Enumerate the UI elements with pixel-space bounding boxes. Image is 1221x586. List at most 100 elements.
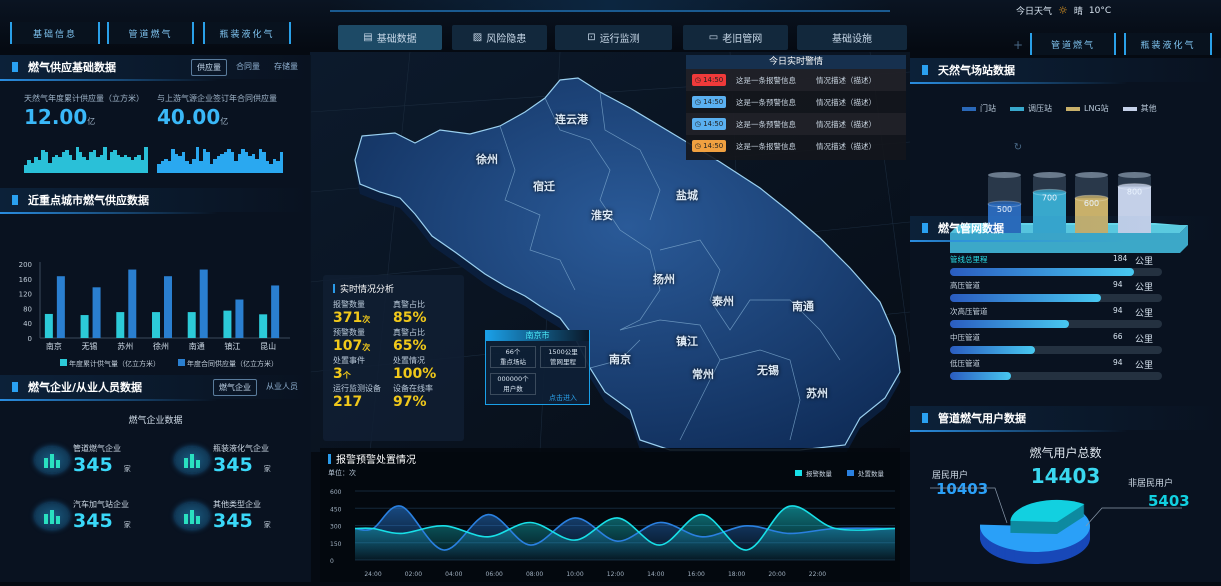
y-tick-label: 450 — [330, 506, 342, 513]
legend-item: 调压站 — [1010, 103, 1052, 114]
city-label-xuzhou[interactable]: 徐州 — [476, 153, 498, 166]
tab-infrastructure[interactable]: 基础设施 — [797, 25, 907, 50]
legend-label: 门站 — [980, 104, 996, 113]
users-pie-chart — [930, 487, 1182, 564]
pipeline-label: 低压管道 — [950, 359, 980, 368]
city-label-suzhou[interactable]: 苏州 — [806, 387, 828, 400]
nav-basic-info[interactable]: 基础信息 — [10, 22, 100, 44]
refresh-icon[interactable]: ↻ — [1013, 142, 1023, 153]
tab-label: 基础数据 — [376, 34, 417, 45]
contract-sparkline — [157, 147, 283, 173]
x-tick-label: 16:00 — [688, 571, 705, 578]
spark-bar — [160, 161, 164, 173]
tab-storage-volume[interactable]: 存储量 — [274, 61, 298, 71]
divider — [0, 79, 311, 81]
spark-bar — [202, 149, 206, 173]
spark-bar — [195, 147, 199, 173]
tab-supply-volume[interactable]: 供应量 — [191, 58, 227, 76]
tab-contract-volume[interactable]: 合同量 — [236, 61, 260, 71]
tab-risk[interactable]: ▨ 风险隐患 — [452, 25, 547, 50]
legend-swatch — [1122, 106, 1137, 111]
city-label-lianyungang[interactable]: 连云港 — [555, 113, 588, 126]
enterprise-section: 燃气企业/从业人员数据 燃气企业 从业人员 燃气企业数据 管道燃气企业 345 … — [0, 375, 311, 532]
line-alarm — [354, 505, 896, 551]
nav-bottled-lpg[interactable]: 瓶装液化气 — [203, 22, 291, 44]
spark-bar — [24, 165, 28, 173]
add-icon[interactable]: + — [1012, 38, 1024, 52]
spark-bar — [244, 151, 248, 173]
city-label-nanjing[interactable]: 南京 — [609, 353, 631, 366]
alert-row[interactable]: ◷ 14:50 这是一条报警信息 情况描述（描述） — [686, 69, 906, 91]
enterprise-item: 瓶装液化气企业 345 家 — [175, 437, 305, 487]
spark-bar — [85, 160, 90, 173]
users-section: 管道燃气用户数据 燃气用户总数 14403 居民用户 10403 非居民用户 5… — [910, 406, 1221, 564]
stat2-label: 与上游气源企业签订年合同供应量 — [157, 94, 277, 103]
clock-icon: ◷ — [694, 76, 701, 84]
alert-row[interactable]: ◷ 14:50 这是一条报警信息 情况描述（描述） — [686, 135, 906, 157]
spark-bar — [99, 154, 104, 173]
tab-gas-enterprise[interactable]: 燃气企业 — [213, 378, 257, 396]
spark-bar — [144, 147, 148, 173]
popup-enter-link[interactable]: 点击进入 — [549, 394, 577, 402]
spark-bar — [241, 149, 245, 173]
city-label-wuxi[interactable]: 无锡 — [757, 364, 779, 377]
title-marker — [12, 62, 18, 72]
city-label-huaian[interactable]: 淮安 — [591, 209, 613, 222]
pie-slice-nonresident[interactable] — [1010, 499, 1085, 522]
divider — [910, 430, 1221, 432]
tab-employees[interactable]: 从业人员 — [266, 381, 298, 391]
legend-item: LNG站 — [1066, 103, 1109, 114]
map-city-borders — [499, 91, 841, 441]
pipeline-value: 184 — [1113, 254, 1128, 263]
users-header: 管道燃气用户数据 — [910, 406, 1221, 430]
document-icon: ▤ — [363, 32, 373, 43]
pipeline-bar — [950, 294, 1162, 302]
legend-swatch — [795, 470, 802, 476]
bar-cumulative — [187, 312, 196, 338]
pipeline-bar — [950, 346, 1162, 354]
bar-cumulative — [223, 310, 232, 338]
area-alarm — [355, 505, 895, 560]
alert-row[interactable]: ◷ 14:50 这是一条预警信息 情况描述（描述） — [686, 91, 906, 113]
x-tick-label: 18:00 — [728, 571, 745, 578]
nav-pipeline-gas[interactable]: 管道燃气 — [107, 22, 194, 44]
analysis-unit: 个 — [342, 371, 351, 380]
spark-bar — [79, 152, 83, 173]
cylinder-value: 800 — [1127, 188, 1142, 197]
city-label-nantong[interactable]: 南通 — [792, 300, 814, 313]
nav-pipeline-gas-right[interactable]: 管道燃气 — [1030, 33, 1116, 55]
x-tick-label: 24:00 — [364, 571, 381, 578]
city-popup: 南京市 66个 重点场站 1500公里 管网里程 000000个 用户数 点击进入 — [485, 330, 590, 405]
city-label-yancheng[interactable]: 盐城 — [676, 189, 698, 202]
x-tick-label: 22:00 — [809, 571, 826, 578]
city-label-suqian[interactable]: 宿迁 — [533, 180, 555, 193]
supply-title: 燃气供应基础数据 — [28, 61, 116, 74]
spark-bar — [54, 154, 59, 173]
tab-basic-data[interactable]: ▤ 基础数据 — [338, 25, 442, 50]
enterprise-value: 345 — [73, 510, 113, 532]
enterprise-item: 汽车加气站企业 345 家 — [35, 493, 165, 543]
title-marker — [333, 284, 335, 293]
y-tick-label: 120 — [19, 291, 32, 299]
city-label-taizhou[interactable]: 泰州 — [712, 295, 734, 308]
spark-bar — [213, 158, 217, 173]
tab-label: 运行监测 — [599, 34, 640, 45]
pipeline-bar — [950, 268, 1162, 276]
city-label-changzhou[interactable]: 常州 — [692, 368, 714, 381]
spark-bar — [265, 161, 269, 173]
analysis-value: 65% — [393, 338, 427, 354]
bar-cumulative — [80, 315, 89, 338]
alert-row[interactable]: ◷ 14:50 这是一条预警信息 情况描述（描述） — [686, 113, 906, 135]
spark-bar — [255, 158, 259, 173]
spark-bar — [248, 156, 252, 173]
city-label-zhenjiang[interactable]: 镇江 — [676, 335, 698, 348]
nav-bottled-lpg-right[interactable]: 瓶装液化气 — [1124, 33, 1212, 55]
supply-header: 燃气供应基础数据 供应量 合同量 存储量 — [0, 55, 311, 79]
alert-time: 14:50 — [703, 76, 724, 84]
bar-cumulative — [152, 312, 160, 338]
tab-old-pipeline[interactable]: ▭ 老旧管网 — [683, 25, 788, 50]
city-label-yangzhou[interactable]: 扬州 — [653, 273, 675, 286]
bar-contract — [164, 276, 172, 338]
analysis-item: 处置情况 100% — [393, 355, 463, 382]
tab-monitoring[interactable]: ⊡ 运行监测 — [555, 25, 672, 50]
